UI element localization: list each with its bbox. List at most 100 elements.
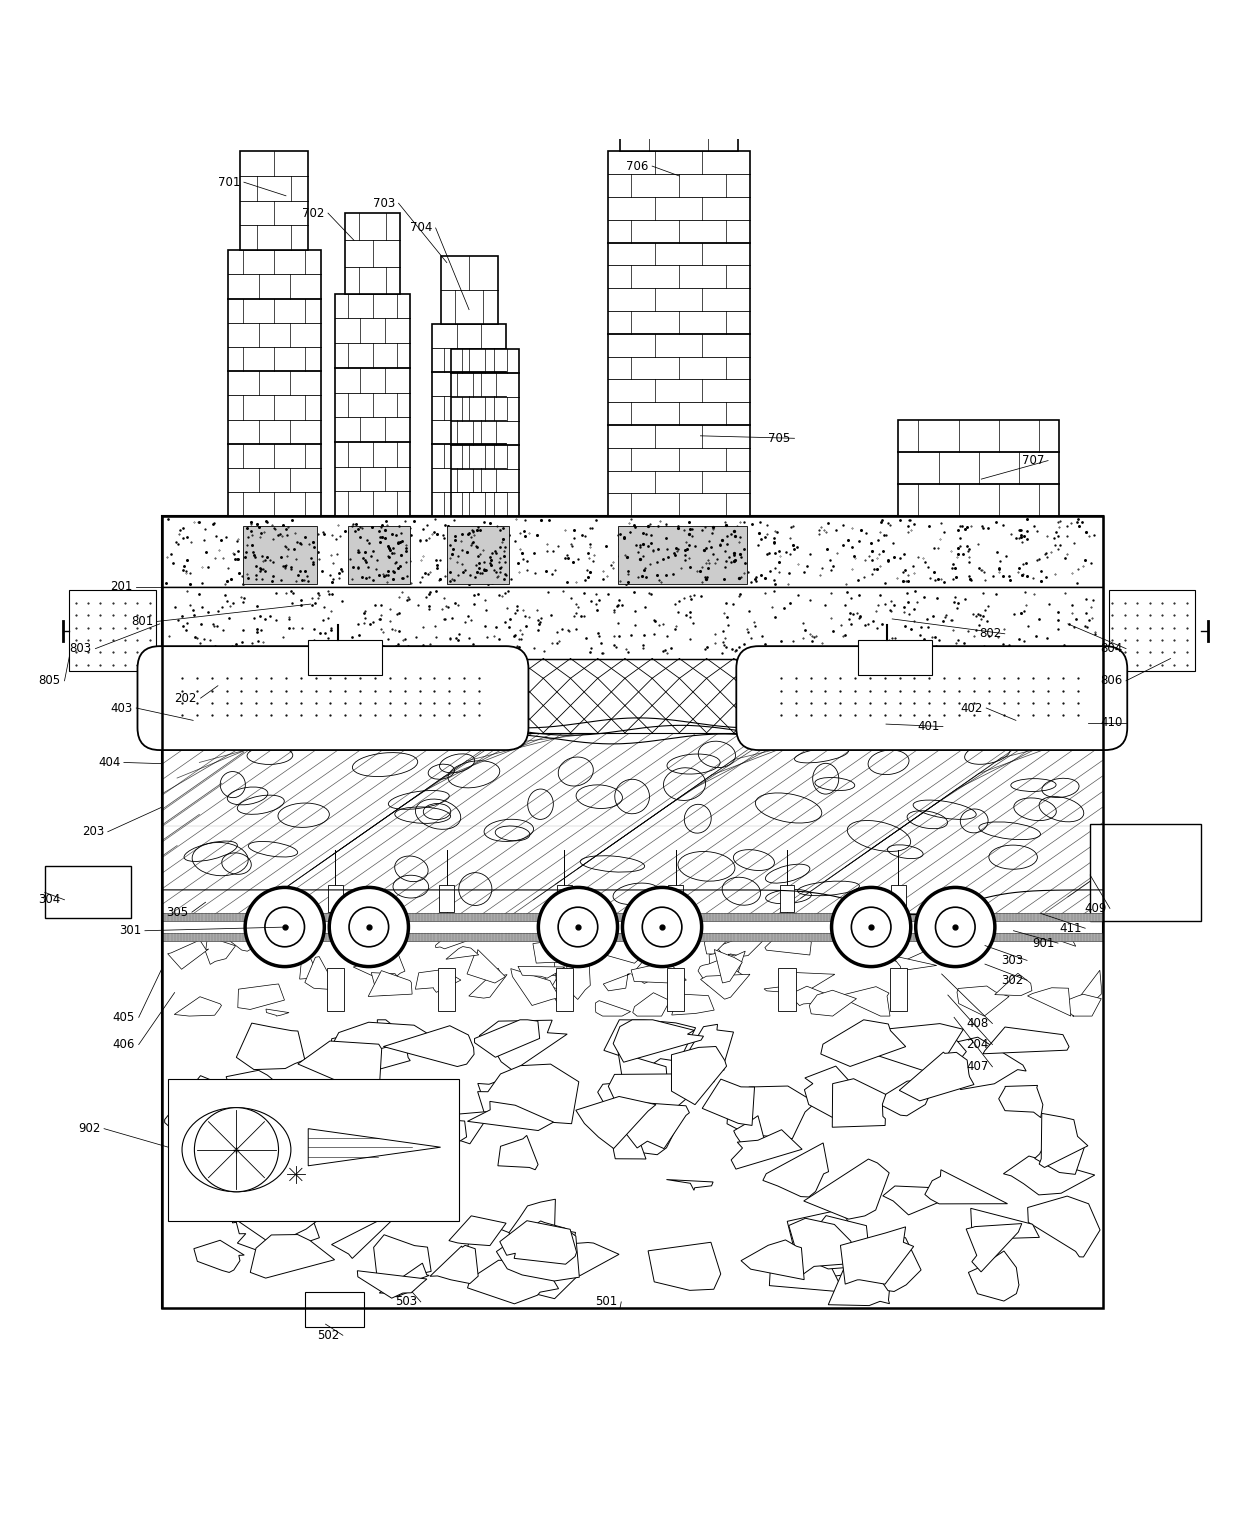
Circle shape: [832, 888, 910, 967]
Bar: [780, 885, 795, 912]
Polygon shape: [614, 1020, 703, 1062]
Polygon shape: [233, 1176, 320, 1245]
Text: 202: 202: [175, 692, 197, 704]
Circle shape: [852, 907, 892, 947]
Polygon shape: [227, 935, 250, 951]
Text: 902: 902: [78, 1123, 100, 1135]
Text: 302: 302: [1001, 974, 1023, 986]
Polygon shape: [971, 1209, 1039, 1239]
Text: 503: 503: [394, 1295, 417, 1309]
Text: 403: 403: [110, 701, 133, 715]
Polygon shape: [373, 1235, 432, 1297]
Polygon shape: [765, 935, 811, 954]
Polygon shape: [821, 1020, 905, 1067]
Bar: [228, 250, 321, 517]
Polygon shape: [420, 1121, 466, 1164]
Text: 801: 801: [131, 615, 154, 627]
Text: 303: 303: [1001, 954, 1023, 967]
Polygon shape: [258, 1156, 350, 1201]
Bar: [890, 968, 906, 1011]
Bar: [45, 867, 131, 918]
Polygon shape: [498, 1135, 538, 1170]
Polygon shape: [223, 1192, 315, 1223]
Polygon shape: [415, 970, 461, 992]
Text: 201: 201: [110, 580, 133, 594]
Polygon shape: [957, 986, 1009, 1017]
Text: 305: 305: [166, 906, 188, 918]
Circle shape: [265, 907, 305, 947]
FancyBboxPatch shape: [737, 647, 1127, 750]
Bar: [162, 733, 1102, 918]
Bar: [305, 1292, 363, 1327]
Text: 404: 404: [98, 756, 120, 770]
Polygon shape: [352, 1127, 414, 1156]
Text: 301: 301: [119, 924, 141, 938]
Polygon shape: [265, 1177, 352, 1209]
Polygon shape: [701, 974, 750, 1000]
Polygon shape: [477, 1076, 549, 1115]
Bar: [892, 885, 905, 912]
Polygon shape: [233, 1198, 320, 1254]
Polygon shape: [331, 1220, 393, 1259]
Polygon shape: [526, 1230, 575, 1260]
Polygon shape: [892, 956, 936, 970]
Polygon shape: [893, 935, 923, 962]
Polygon shape: [533, 941, 574, 964]
Bar: [1109, 591, 1195, 671]
Polygon shape: [672, 1047, 727, 1104]
Polygon shape: [250, 1235, 335, 1279]
Polygon shape: [983, 1027, 1069, 1054]
Polygon shape: [702, 1079, 754, 1126]
Bar: [327, 968, 343, 1011]
Polygon shape: [732, 1130, 802, 1170]
Polygon shape: [619, 1053, 668, 1100]
Bar: [243, 526, 317, 585]
Bar: [620, 33, 738, 152]
Polygon shape: [838, 986, 890, 1017]
Bar: [162, 1017, 1102, 1307]
Polygon shape: [165, 1076, 253, 1138]
Polygon shape: [672, 994, 714, 1015]
Polygon shape: [368, 971, 412, 997]
Bar: [438, 968, 455, 1011]
Polygon shape: [1039, 1114, 1087, 1168]
Polygon shape: [727, 1086, 816, 1139]
Text: 707: 707: [1022, 454, 1044, 467]
Polygon shape: [595, 1000, 631, 1017]
Bar: [169, 1079, 459, 1221]
Bar: [162, 933, 1102, 941]
Polygon shape: [998, 1085, 1043, 1118]
Polygon shape: [734, 1115, 769, 1156]
Text: 407: 407: [966, 1060, 988, 1073]
Circle shape: [935, 907, 975, 947]
Polygon shape: [500, 1221, 577, 1264]
Text: 402: 402: [960, 701, 982, 715]
Polygon shape: [300, 942, 316, 979]
Text: 405: 405: [113, 1011, 135, 1024]
Text: 704: 704: [409, 221, 432, 235]
Circle shape: [195, 1107, 279, 1192]
Polygon shape: [206, 936, 236, 965]
Polygon shape: [475, 1020, 539, 1057]
Polygon shape: [709, 947, 738, 971]
Text: 501: 501: [595, 1295, 618, 1309]
Polygon shape: [542, 976, 567, 1009]
Circle shape: [622, 888, 702, 967]
Polygon shape: [546, 938, 578, 961]
Polygon shape: [632, 992, 670, 1017]
Text: 703: 703: [372, 197, 394, 209]
Polygon shape: [742, 1239, 805, 1280]
Polygon shape: [477, 1064, 579, 1124]
Polygon shape: [467, 950, 506, 983]
Polygon shape: [728, 951, 745, 983]
Bar: [1090, 824, 1202, 921]
Polygon shape: [874, 1024, 963, 1071]
Text: 408: 408: [966, 1017, 988, 1030]
Polygon shape: [496, 1221, 579, 1282]
Polygon shape: [480, 1020, 567, 1071]
Polygon shape: [769, 1238, 842, 1292]
Text: 204: 204: [966, 1038, 988, 1051]
Polygon shape: [552, 957, 590, 1000]
Bar: [347, 526, 409, 585]
Circle shape: [538, 888, 618, 967]
